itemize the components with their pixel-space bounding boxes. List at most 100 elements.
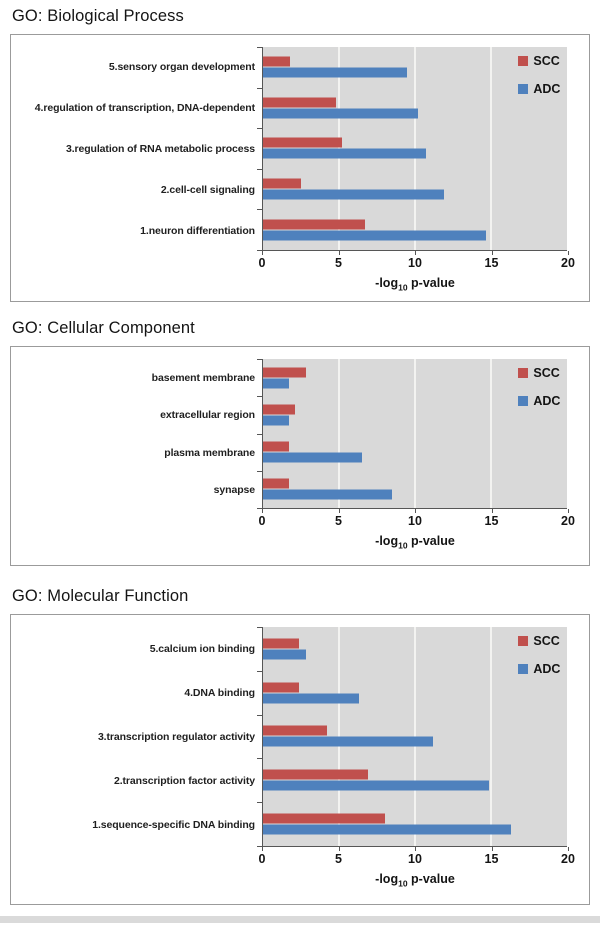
- x-tick-label: 10: [408, 852, 422, 866]
- x-axis: 0 5 10 15 20: [259, 847, 575, 871]
- bar-adc: [263, 378, 289, 389]
- chart-body: basement membrane extracellular region pla…: [11, 359, 589, 509]
- x-tick-label: 5: [335, 514, 342, 528]
- bar-adc: [263, 108, 419, 119]
- category-label: 4.DNA binding: [184, 687, 255, 699]
- category-axis: 5.sensory organ development 4.regulation …: [11, 47, 262, 251]
- plot-area: SCC ADC: [257, 47, 567, 251]
- legend-item: ADC: [518, 82, 560, 96]
- y-axis-tick: [257, 128, 262, 130]
- legend: SCC ADC: [518, 634, 560, 690]
- footer-strip: [0, 916, 600, 923]
- bar-chart-biological-process: 5.sensory organ development 4.regulation …: [11, 47, 589, 293]
- bar-scc: [263, 478, 289, 489]
- category-label: 3.transcription regulator activity: [97, 731, 255, 743]
- legend-swatch-scc: [518, 636, 529, 646]
- category-label: 2.cell-cell signaling: [160, 183, 255, 196]
- bar-group: [263, 366, 567, 389]
- category-row: [263, 758, 567, 802]
- figure-content: GO: Biological Process 5.sensory organ d…: [10, 7, 590, 905]
- gridline: [490, 627, 492, 846]
- x-axis-tick: [338, 251, 340, 255]
- section-molecular-function: GO: Molecular Function 5.calcium ion bin…: [10, 587, 590, 905]
- category-label: 4.regulation of transcription, DNA-depen…: [34, 102, 255, 115]
- bar-scc: [263, 97, 336, 108]
- bar-group: [263, 637, 567, 660]
- x-title-subscript: 10: [398, 540, 408, 551]
- legend-label: ADC: [533, 394, 561, 408]
- x-axis: 0 5 10 15 20: [259, 509, 575, 533]
- legend-item: SCC: [518, 366, 560, 380]
- chart-body: 5.sensory organ development 4.regulation …: [11, 47, 589, 251]
- y-axis-tick: [257, 670, 262, 672]
- bar-scc: [263, 725, 327, 736]
- bar-adc: [263, 489, 393, 500]
- gridline: [490, 47, 492, 250]
- legend-swatch-adc: [518, 664, 529, 674]
- y-axis-tick: [257, 359, 262, 360]
- bar-adc: [263, 693, 359, 704]
- legend-swatch-adc: [518, 84, 529, 94]
- bar-adc: [263, 189, 444, 200]
- y-axis-tick: [257, 802, 262, 804]
- chart-frame: 5.sensory organ development 4.regulation …: [10, 34, 590, 302]
- category-label: 5.sensory organ development: [108, 61, 255, 74]
- x-axis-tick: [415, 251, 416, 255]
- category-row: [263, 802, 567, 846]
- bar-scc: [263, 441, 289, 452]
- gridline: [414, 627, 416, 846]
- x-axis-tick: [491, 847, 493, 851]
- bar-adc: [263, 415, 289, 426]
- bar-group: [263, 441, 567, 464]
- x-axis-title: -log10 p-value: [262, 533, 568, 551]
- section-cellular-component: GO: Cellular Component basement membrane…: [10, 319, 590, 566]
- bar-group: [263, 769, 567, 792]
- y-axis-tick: [257, 396, 262, 398]
- bar-group: [263, 681, 567, 704]
- x-axis-tick: [338, 509, 340, 513]
- x-axis-tick: [415, 509, 416, 513]
- legend-label: ADC: [533, 82, 561, 96]
- category-label: 1.sequence-specific DNA binding: [92, 819, 255, 831]
- y-axis-tick: [257, 508, 262, 509]
- bar-adc: [263, 649, 306, 660]
- y-axis-tick: [257, 433, 262, 435]
- bar-scc: [263, 404, 295, 415]
- y-axis-tick: [257, 209, 262, 211]
- x-tick-label: 10: [408, 514, 422, 528]
- y-axis-tick: [257, 168, 262, 170]
- y-axis-tick: [257, 470, 262, 472]
- y-axis-tick: [257, 627, 262, 628]
- category-row: [263, 396, 567, 433]
- section-biological-process: GO: Biological Process 5.sensory organ d…: [10, 7, 590, 302]
- bar-group: [263, 137, 567, 160]
- gridline: [414, 47, 416, 250]
- x-axis-tick: [262, 251, 263, 255]
- chart-title: GO: Molecular Function: [12, 587, 189, 605]
- bar-chart-cellular-component: basement membrane extracellular region pla…: [11, 359, 589, 551]
- bar-scc: [263, 769, 368, 780]
- bar-scc: [263, 682, 300, 693]
- x-tick-label: 15: [484, 852, 499, 866]
- bar-rows: [263, 627, 567, 846]
- bar-scc: [263, 813, 385, 824]
- chart-title: GO: Cellular Component: [12, 319, 195, 337]
- x-tick-label: 15: [484, 256, 499, 270]
- bar-adc: [263, 67, 408, 78]
- y-axis-tick: [257, 87, 262, 89]
- category-row: [263, 715, 567, 759]
- bar-adc: [263, 736, 434, 747]
- bar-group: [263, 478, 567, 501]
- category-row: [263, 471, 567, 508]
- category-row: [263, 209, 567, 250]
- x-tick-label: 10: [408, 256, 422, 270]
- legend-swatch-adc: [518, 396, 529, 406]
- y-axis-tick: [257, 758, 262, 760]
- category-label: 2.transcription factor activity: [113, 775, 255, 787]
- x-tick-label: 15: [484, 514, 499, 528]
- x-axis-title: -log10 p-value: [262, 871, 568, 889]
- category-label: 3.regulation of RNA metabolic process: [65, 142, 255, 155]
- x-axis-tick: [262, 847, 263, 851]
- x-axis-tick: [491, 251, 493, 255]
